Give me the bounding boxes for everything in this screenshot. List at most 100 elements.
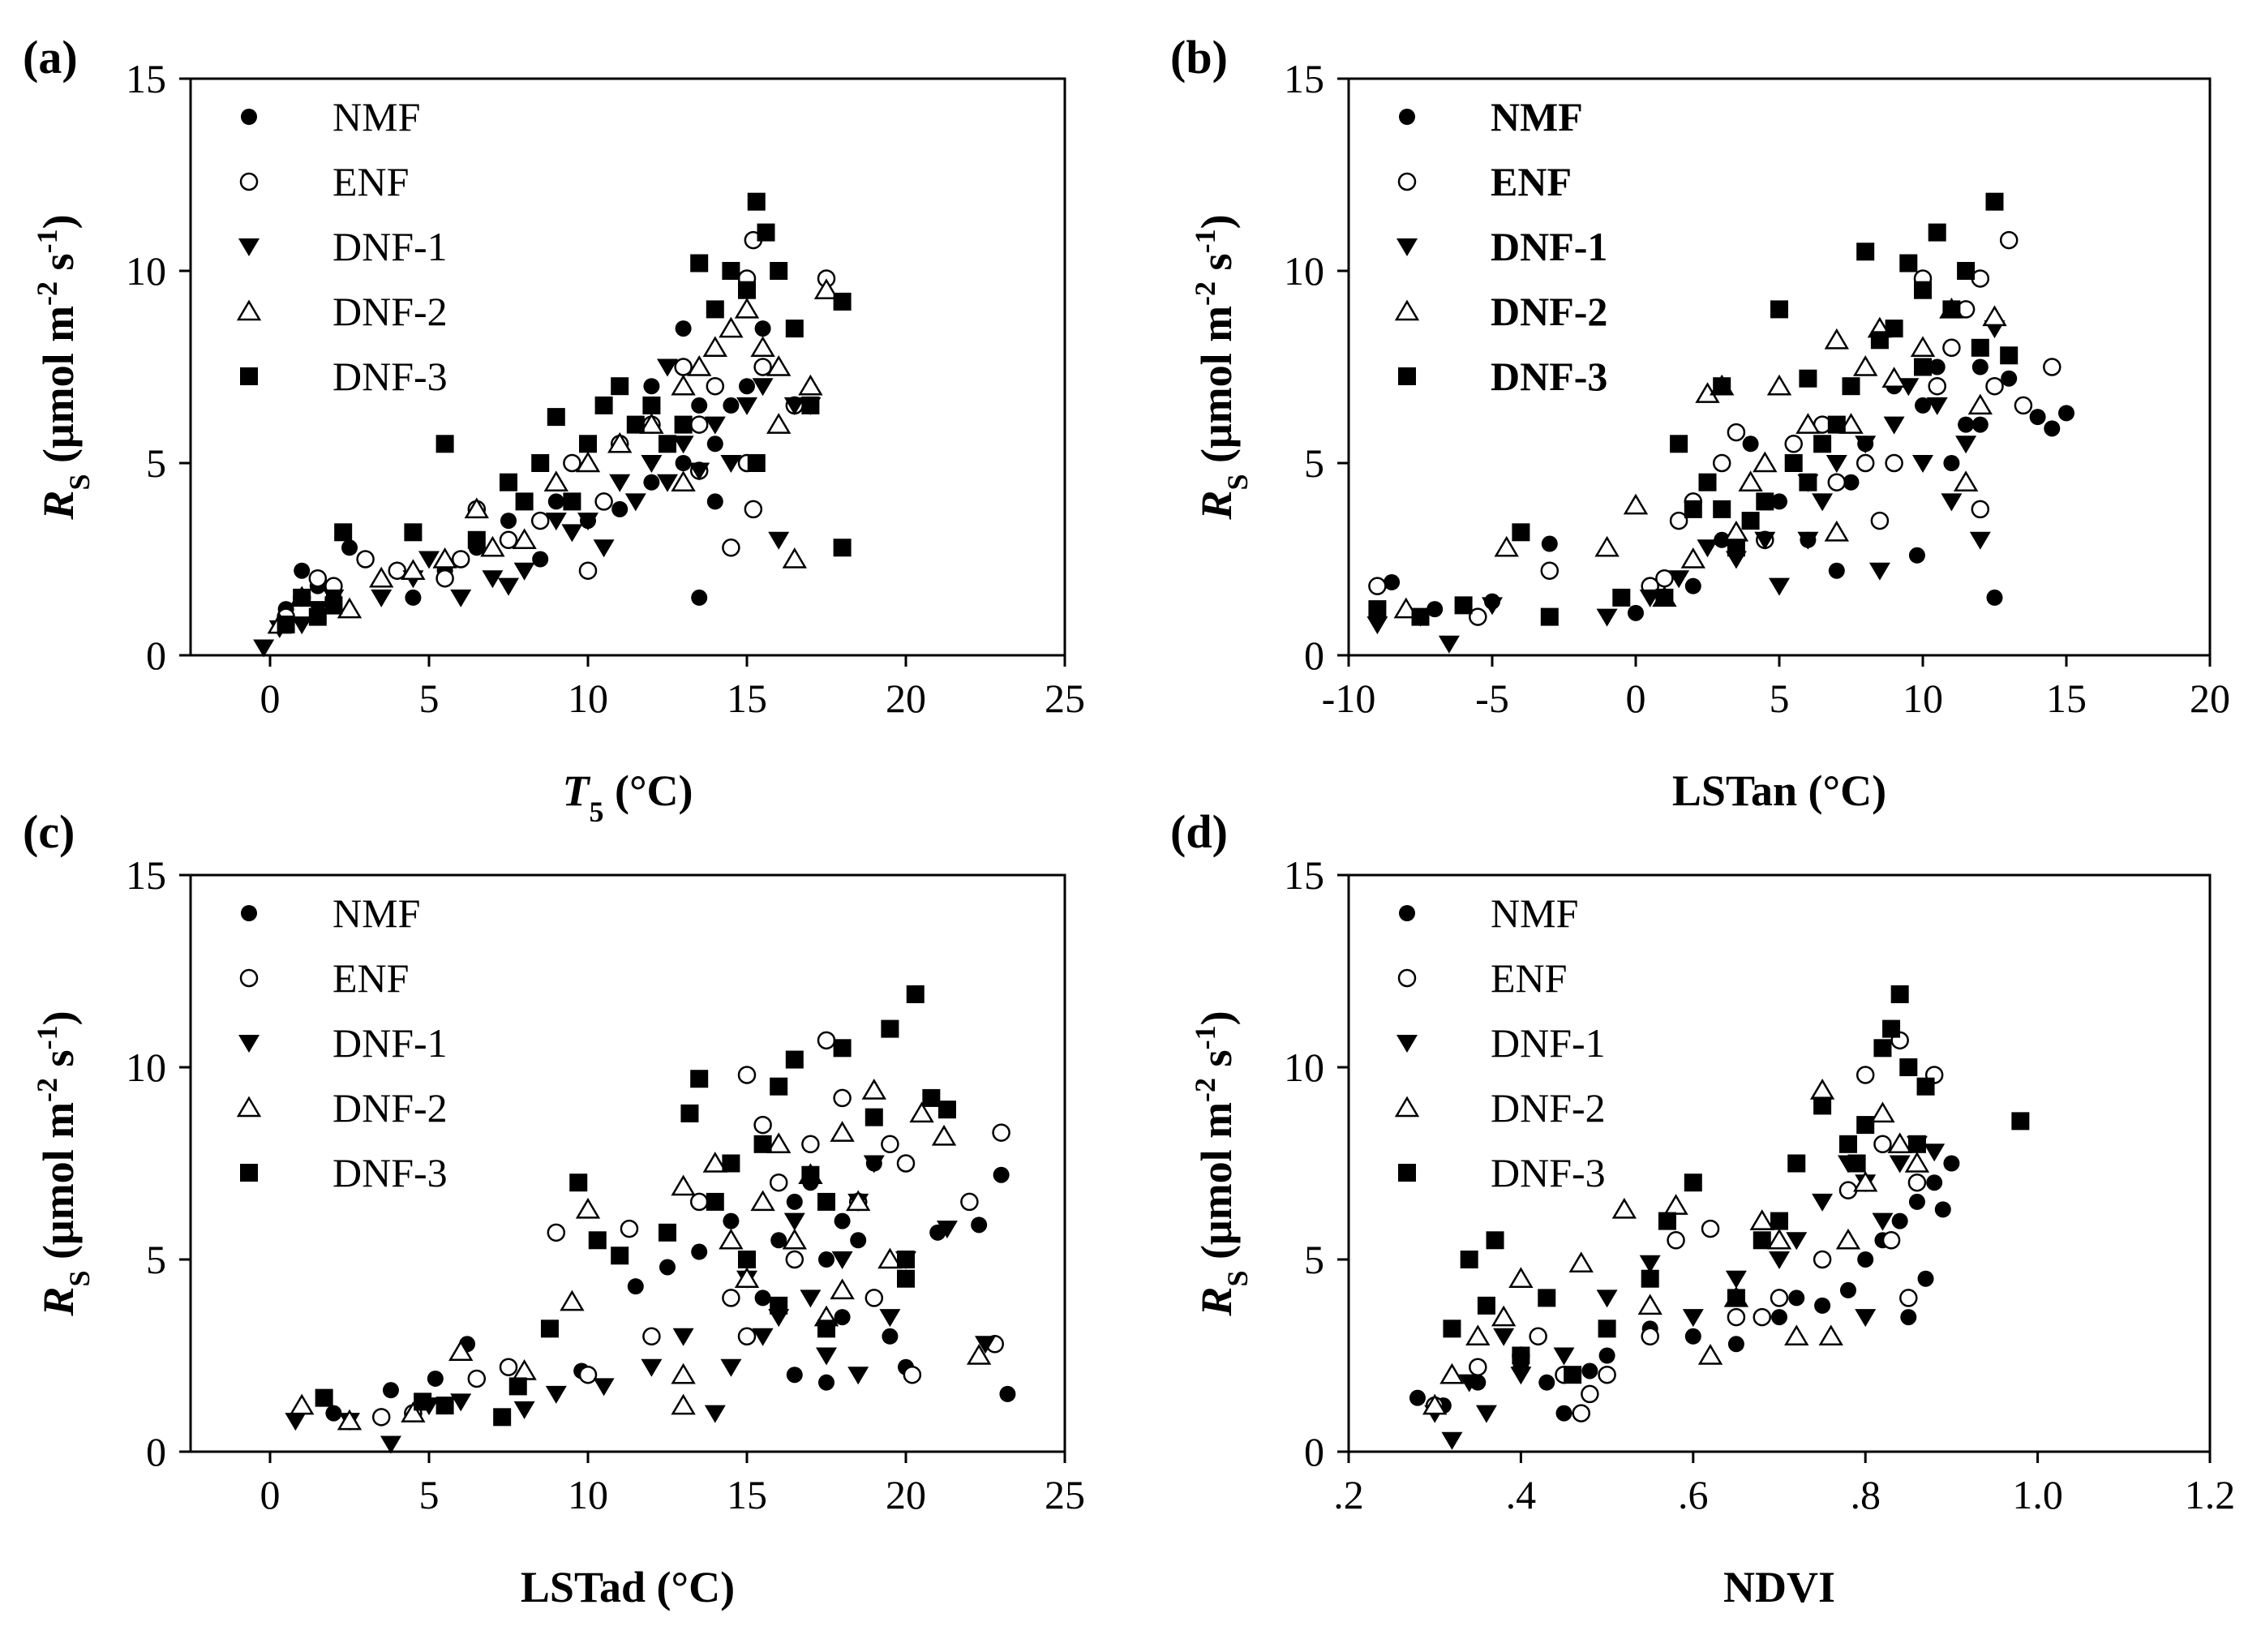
enf-point (1727, 1307, 1746, 1327)
dnf3-point (1727, 1289, 1745, 1307)
dnf1-point (1855, 436, 1877, 454)
dnf1-point (736, 397, 757, 415)
dnf3-point (531, 454, 550, 472)
legend-label: DNF-2 (332, 1085, 448, 1131)
dnf3-point (1477, 1296, 1495, 1315)
dnf3-point (240, 367, 258, 385)
dnf3-point (611, 377, 629, 396)
dnf3-point (1799, 369, 1817, 388)
enf-point (2014, 396, 2033, 415)
nmf-point (1917, 1270, 1934, 1287)
nmf-point (786, 1193, 803, 1210)
dnf3-point (747, 192, 766, 211)
dnf1-point (1926, 397, 1948, 415)
dnf2-point (1967, 393, 1993, 415)
enf-point (563, 453, 581, 473)
dnf1-point (513, 1401, 535, 1419)
dnf2-point (337, 1409, 363, 1431)
dnf2-point (1784, 1324, 1809, 1346)
dnf3-point (1827, 415, 1846, 434)
nmf-point (1986, 589, 2003, 606)
dnf2-point (671, 1393, 696, 1415)
dnf2-point (543, 470, 568, 491)
dnf3-point (1598, 1319, 1616, 1338)
y-tick-label: 10 (126, 248, 166, 294)
dnf3-point (1756, 492, 1774, 511)
dnf1-point (1639, 1255, 1661, 1273)
dnf3-point (1957, 262, 1976, 280)
x-tick-label: 10 (568, 1472, 608, 1517)
dnf1-point (380, 1435, 401, 1454)
dnf2-point (1394, 1096, 1420, 1118)
dnf3-point (706, 300, 724, 319)
dnf1-point (752, 378, 774, 397)
nmf-point (1541, 535, 1558, 552)
enf-point (2043, 358, 2062, 376)
dnf2-point (1835, 1228, 1861, 1250)
dnf3-point (881, 1019, 899, 1038)
y-tick-label: 0 (1304, 633, 1324, 678)
dnf3-point (493, 1408, 512, 1427)
dnf1-point (975, 1336, 996, 1354)
dnf3-point (540, 1319, 559, 1338)
enf-point (737, 1066, 757, 1084)
legend-label: DNF-3 (1491, 354, 1607, 399)
dnf1-point (545, 1385, 567, 1404)
dnf2-point (432, 547, 457, 569)
dnf1-point (783, 1212, 805, 1231)
dnf3-point (467, 530, 486, 549)
y-axis-label: RS (μmol m-2 s-1) (31, 214, 96, 520)
dnf2-point (1594, 535, 1620, 557)
nmf-point (1814, 1297, 1831, 1314)
dnf2-point (1422, 1393, 1448, 1415)
nmf-point (834, 1212, 851, 1229)
dnf2-point (1749, 1209, 1774, 1230)
nmf-point (993, 1166, 1010, 1183)
dnf3-point (1641, 1269, 1659, 1288)
dnf3-point (547, 408, 565, 427)
dnf2-point (1824, 520, 1849, 542)
nmf-point (2058, 405, 2074, 422)
enf-point (547, 1223, 566, 1242)
dnf2-point (1796, 413, 1821, 434)
dnf3-point (1899, 1058, 1918, 1076)
dnf1-point (1458, 1374, 1480, 1392)
enf-point (1899, 1289, 1918, 1307)
x-tick-label: 1.0 (2012, 1472, 2063, 1517)
dnf1-point (1969, 531, 1991, 550)
nmf-point (294, 562, 311, 579)
x-tick-label: 20 (886, 1472, 926, 1517)
nmf-point (1771, 493, 1787, 510)
dnf1-point (418, 551, 440, 569)
enf-point (903, 1365, 922, 1384)
dnf1-point (593, 1378, 615, 1397)
dnf1-point (831, 1251, 853, 1269)
enf-point (1827, 473, 1847, 491)
dnf2-point (236, 1096, 262, 1118)
dnf3-point (1870, 331, 1889, 350)
enf-point (1712, 453, 1731, 473)
dnf1-point (720, 455, 742, 473)
dnf3-point (722, 262, 740, 280)
dnf2-point (1637, 1294, 1662, 1315)
dnf3-point (315, 1388, 333, 1407)
dnf1-point (1812, 493, 1834, 512)
dnf2-point (766, 355, 792, 376)
dnf2-point (1766, 1228, 1792, 1250)
enf-point (1856, 453, 1875, 473)
dnf2-point (1982, 305, 2007, 327)
legend-label: DNF-1 (1491, 1020, 1606, 1066)
dnf1-point (672, 1328, 694, 1346)
dnf3-point (1873, 1039, 1892, 1058)
dnf3-point (1885, 320, 1903, 338)
dnf1-point (561, 524, 583, 543)
dnf1-point (1812, 1193, 1834, 1212)
dnf3-point (757, 223, 775, 242)
nmf-point (675, 455, 692, 471)
dnf3-point (722, 1154, 740, 1173)
dnf3-point (642, 396, 661, 414)
dnf1-point (936, 1221, 958, 1239)
dnf3-point (1784, 454, 1803, 472)
enf-point (722, 539, 740, 557)
enf-point (1727, 423, 1746, 442)
